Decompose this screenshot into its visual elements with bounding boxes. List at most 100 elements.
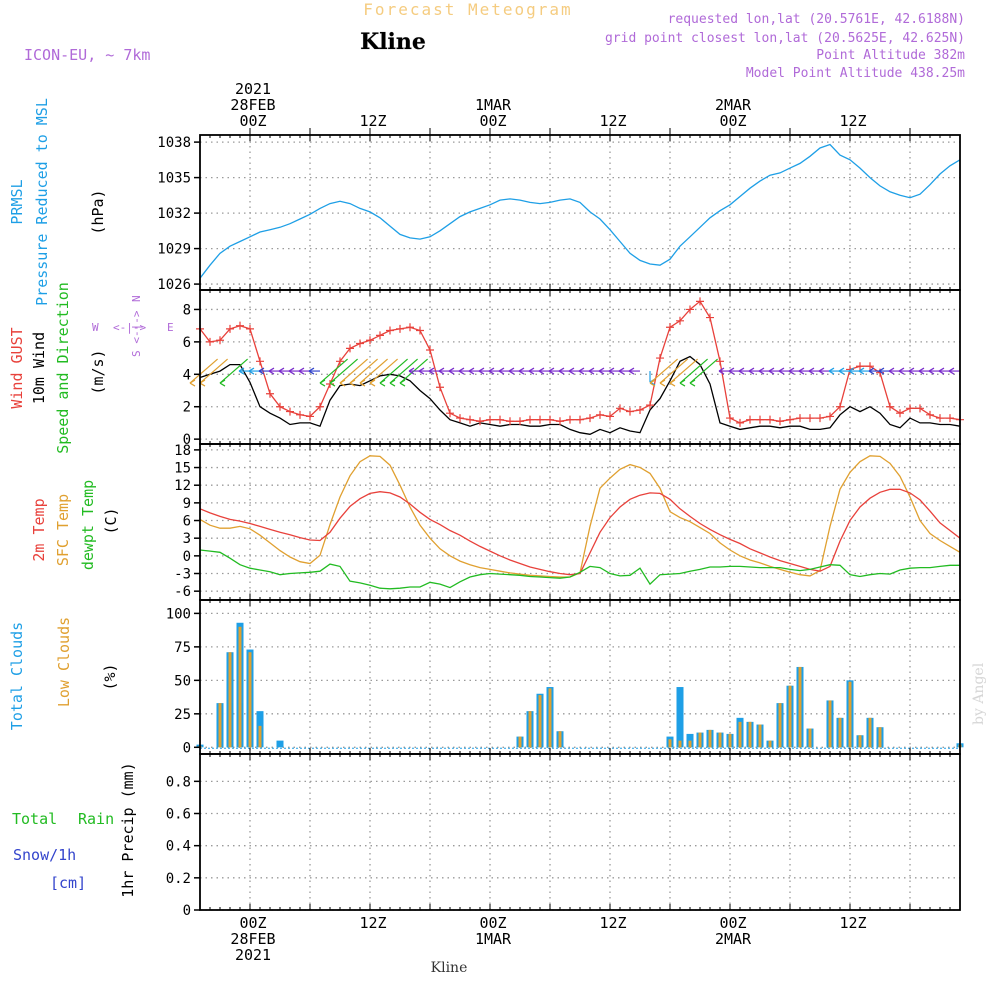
wind-barb — [189, 358, 218, 384]
wind-ytick-label: 0 — [183, 432, 191, 448]
low-cloud-bar — [678, 740, 682, 748]
wind-gust-marker — [436, 383, 444, 392]
wind-gust-marker — [836, 402, 844, 411]
point-altitude: Point Altitude 382m — [816, 48, 965, 63]
wind-barb — [359, 358, 388, 384]
wind-gust-marker — [936, 414, 944, 423]
wind-gust-marker — [306, 412, 314, 421]
wind-gust-marker — [476, 417, 484, 426]
wind-ylabel: Speed and Direction — [54, 282, 72, 454]
precip-ytick-label: 0 — [183, 903, 191, 919]
wind-barb-head — [369, 379, 376, 387]
wind-barb-head — [319, 379, 326, 387]
low-cloud-bar — [778, 703, 782, 748]
wind-barb-head — [758, 367, 765, 375]
low-cloud-bar — [218, 703, 222, 748]
wind-gust-marker — [536, 415, 544, 424]
wind-barb-head — [359, 379, 366, 387]
wind-gust-line — [199, 300, 961, 424]
wind-ylabel: 10m Wind — [30, 332, 48, 404]
wind-gust-marker — [556, 417, 564, 426]
pressure-ytick-label: 1029 — [157, 242, 191, 258]
wind-barb — [329, 358, 358, 384]
footer-location: Kline — [431, 960, 468, 976]
wind-barb — [669, 358, 698, 384]
compass-arrow-h: <-|-> — [113, 321, 146, 334]
temp-ytick-label: 3 — [183, 531, 191, 547]
wind-gust-marker — [826, 412, 834, 421]
grid-layer — [200, 135, 960, 911]
low-cloud-bar — [768, 740, 772, 748]
wind-barb-head — [608, 367, 615, 375]
wind-barb-head — [848, 367, 855, 375]
low-cloud-bar — [758, 724, 762, 748]
wind-gust-marker — [276, 402, 284, 411]
wind-gust-marker — [726, 414, 734, 423]
wind-gust-marker — [526, 415, 534, 424]
clouds-frame — [199, 599, 961, 755]
wind-barb-head — [808, 367, 815, 375]
temp-ytick-label: -3 — [174, 567, 191, 583]
wind-barb-head — [508, 367, 515, 375]
pressure-ylabel: (hPa) — [89, 189, 107, 234]
wind-gust-marker — [866, 362, 874, 371]
clouds-ytick-label: 25 — [174, 707, 191, 723]
bottom-time-label: 28FEB — [230, 930, 275, 948]
precip-ylabel: 1hr Precip (mm) — [119, 762, 137, 897]
top-time-label: 28FEB — [230, 96, 275, 114]
wind-barb-head — [528, 367, 535, 375]
wind-barb-head — [898, 367, 905, 375]
low-cloud-bar — [698, 732, 702, 748]
wind-gust-marker — [226, 324, 234, 333]
wind-barb-head — [288, 367, 295, 375]
wind-gust-marker — [576, 415, 584, 424]
wind-10m-line — [199, 355, 961, 435]
wind-barb-head — [428, 367, 435, 375]
low-cloud-bar — [688, 740, 692, 748]
wind-barb-head — [888, 367, 895, 375]
wind-gust-marker — [516, 417, 524, 426]
wind-gust-marker — [396, 324, 404, 333]
wind-gust-marker — [756, 415, 764, 424]
compass-s: S — [130, 350, 143, 357]
temp-ytick-label: 18 — [174, 443, 191, 459]
low-cloud-bar — [668, 739, 672, 748]
low-cloud-bar — [708, 729, 712, 748]
low-cloud-bar — [828, 700, 832, 748]
wind-barb-head — [938, 367, 945, 375]
low-cloud-bar — [558, 731, 562, 748]
precip-ylabel-snow: Snow/1h — [13, 846, 76, 864]
wind-ylabel: (m/s) — [89, 349, 107, 394]
frame-layer — [194, 128, 961, 911]
low-cloud-bar — [798, 666, 802, 748]
wind-barb — [219, 358, 248, 384]
wind-barb-head — [788, 367, 795, 375]
wind-barb-head — [518, 367, 525, 375]
pressure-ytick-label: 1026 — [157, 277, 191, 293]
temp-ytick-label: 12 — [174, 478, 191, 494]
requested-coords: requested lon,lat (20.5761E, 42.6188N) — [668, 12, 965, 27]
wind-barb-head — [238, 367, 245, 375]
bottom-time-label: 12Z — [599, 914, 626, 932]
temp-ytick-label: -6 — [174, 584, 191, 600]
wind-ytick-label: 8 — [183, 302, 191, 318]
temp-ylabel: SFC Temp — [54, 494, 72, 566]
temp-ylabel: dewpt Temp — [79, 480, 97, 570]
wind-barb — [199, 358, 228, 384]
wind-barb-head — [728, 367, 735, 375]
wind-barb — [389, 358, 418, 384]
wind-barb-head — [818, 367, 825, 375]
top-time-label: 00Z — [719, 112, 746, 130]
wind-barb-head — [798, 367, 805, 375]
low-cloud-bar — [248, 652, 252, 748]
wind-gust-marker — [776, 417, 784, 426]
wind-ytick-label: 2 — [183, 400, 191, 416]
bottom-time-label: 1MAR — [475, 930, 512, 948]
low-cloud-bar — [238, 626, 242, 748]
bottom-time-label: 00Z — [239, 914, 266, 932]
pressure-ytick-label: 1038 — [157, 135, 191, 151]
wind-gust-marker — [246, 324, 254, 333]
temp-ytick-label: 9 — [183, 496, 191, 512]
wind-barb-head — [448, 367, 455, 375]
wind-gust-marker — [496, 415, 504, 424]
